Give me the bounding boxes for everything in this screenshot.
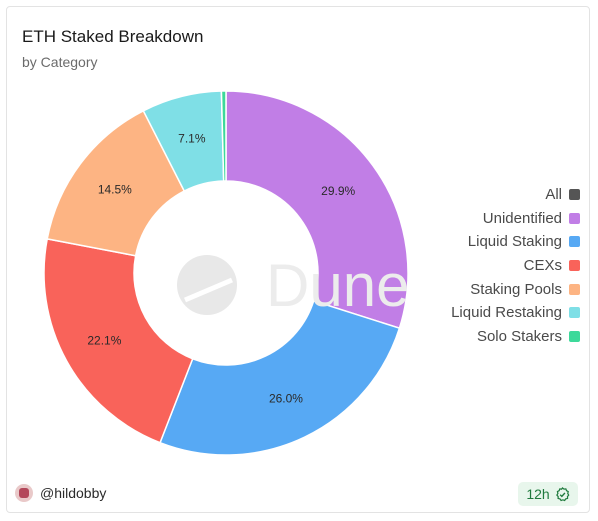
legend-item-liquid-restaking[interactable]: Liquid Restaking	[451, 301, 580, 325]
legend-label: Liquid Restaking	[451, 304, 562, 322]
legend-item-all[interactable]: All	[545, 183, 580, 207]
slice-solo-stakers[interactable]	[220, 90, 227, 182]
chart-subtitle: by Category	[22, 54, 98, 70]
data-label-liquid-staking: 26.0%	[269, 391, 303, 405]
data-label-liquid-restaking: 7.1%	[178, 131, 206, 145]
legend-swatch	[569, 330, 580, 342]
legend-item-staking-pools[interactable]: Staking Pools	[470, 277, 580, 301]
author-link[interactable]: @hildobby	[15, 484, 106, 502]
legend-label: Staking Pools	[470, 280, 562, 298]
legend-item-unidentified[interactable]: Unidentified	[483, 207, 580, 231]
legend-swatch	[569, 189, 580, 201]
dune-watermark: Dune	[177, 252, 409, 319]
legend-label: Liquid Staking	[467, 233, 562, 251]
chart-title: ETH Staked Breakdown	[22, 27, 204, 46]
author-name: @hildobby	[40, 485, 107, 501]
legend-swatch	[569, 236, 580, 248]
legend-item-solo-stakers[interactable]: Solo Stakers	[477, 325, 580, 349]
chart-legend: All Unidentified Liquid Staking CEXs Staking…	[451, 183, 580, 348]
data-label-cexs: 22.1%	[87, 333, 121, 347]
legend-label: Unidentified	[482, 209, 562, 227]
data-label-staking-pools: 14.5%	[98, 183, 132, 197]
refresh-interval: 12h	[526, 486, 550, 502]
legend-swatch	[569, 260, 580, 272]
legend-swatch	[569, 307, 580, 319]
legend-swatch	[569, 283, 580, 295]
legend-item-liquid-staking[interactable]: Liquid Staking	[468, 230, 580, 254]
data-label-unidentified: 29.9%	[321, 184, 355, 198]
slice-liquid-staking[interactable]	[159, 299, 401, 456]
legend-label: CEXs	[523, 257, 562, 275]
legend-swatch	[569, 212, 580, 224]
slice-unidentified[interactable]	[225, 90, 409, 330]
avatar	[15, 484, 33, 502]
legend-label: Solo Stakers	[476, 327, 562, 345]
watermark-text: Dune	[266, 252, 409, 319]
refresh-badge[interactable]: 12h	[518, 482, 578, 506]
slice-cexs[interactable]	[43, 238, 194, 444]
legend-item-cexs[interactable]: CEXs	[524, 254, 580, 278]
check-badge-icon	[555, 486, 570, 501]
legend-label: All	[545, 186, 562, 204]
